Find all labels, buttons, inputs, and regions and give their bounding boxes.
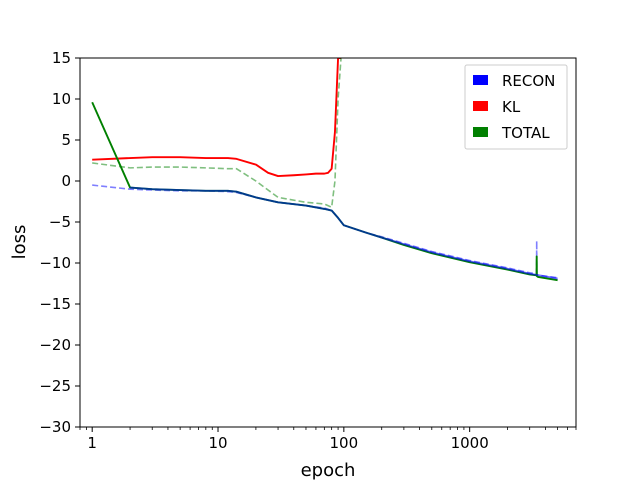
legend-swatch-recon (473, 75, 488, 85)
x-tick-label: 1 (87, 434, 97, 452)
series-layer (91, 58, 558, 282)
y-axis: 15 10 5 0 −5 −10 −15 −20 −25 −30 (39, 49, 80, 436)
x-tick-label: 10 (208, 434, 227, 452)
y-tick-label: 10 (52, 90, 71, 108)
x-axis: 1 10 100 1000 (79, 427, 577, 452)
series-line-recon-solid-4 (129, 186, 558, 280)
legend-label-recon: RECON (502, 72, 555, 90)
x-axis-label: epoch (301, 460, 356, 480)
y-tick-label: 15 (52, 49, 71, 67)
y-tick-label: −10 (39, 254, 71, 272)
y-tick-label: −25 (39, 377, 71, 395)
x-tick-label: 100 (330, 434, 359, 452)
plot-frame (79, 57, 577, 428)
series-line-kl-solid-1 (92, 58, 342, 178)
y-tick-label: −30 (39, 418, 71, 436)
legend-label-kl: KL (502, 98, 521, 116)
y-tick-label: 5 (61, 131, 71, 149)
x-tick-label: 1000 (451, 434, 489, 452)
y-tick-label: −15 (39, 295, 71, 313)
y-tick-label: −5 (49, 213, 71, 231)
legend-swatch-kl (473, 101, 488, 111)
series-line-recon-dashed-0 (92, 184, 558, 279)
legend-box (464, 64, 568, 150)
series-line-total-dashed-2 (92, 58, 342, 209)
legend-label-total: TOTAL (501, 124, 550, 142)
legend-swatch-total (473, 127, 488, 137)
y-tick-label: 0 (61, 172, 71, 190)
legend: RECON KL TOTAL (464, 64, 568, 150)
y-tick-label: −20 (39, 336, 71, 354)
y-axis-label: loss (9, 225, 30, 260)
